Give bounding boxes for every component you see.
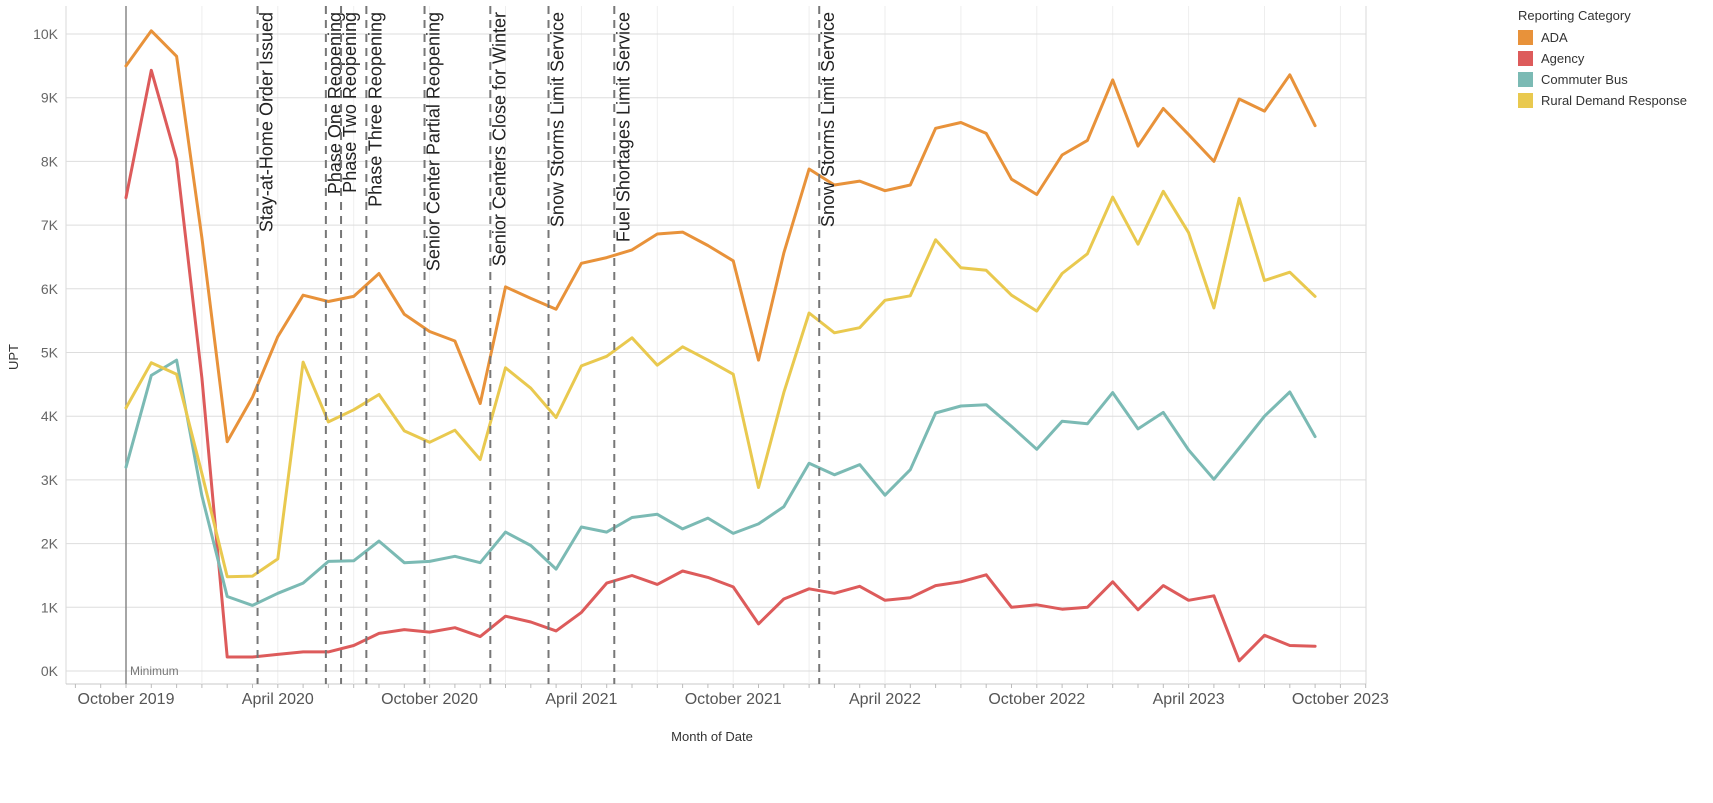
event-marker-label: Fuel Shortages Limit Service <box>613 12 633 242</box>
legend-swatch-rural-demand-response <box>1518 93 1533 108</box>
series-line-commuter-bus[interactable] <box>124 358 1317 607</box>
x-tick-label: April 2020 <box>242 691 314 708</box>
gridlines <box>65 6 1367 685</box>
y-tick-label: 8K <box>41 153 59 169</box>
event-marker-label: Phase Two Reopening <box>340 12 360 193</box>
x-tick-label: April 2022 <box>849 691 921 708</box>
x-tick-label: April 2023 <box>1153 691 1225 708</box>
legend-title: Reporting Category <box>1518 8 1631 23</box>
event-marker-label: Senior Centers Close for Winter <box>489 12 509 266</box>
event-marker-label: Senior Center Partial Reopening <box>424 12 444 271</box>
legend-label-agency: Agency <box>1541 51 1585 66</box>
x-axis: October 2019 April 2020 October 2020 April … <box>74 684 1389 708</box>
event-marker-label: Phase Three Reopening <box>365 12 385 207</box>
x-tick-label: October 2019 <box>78 691 175 708</box>
minimum-label: Minimum <box>130 664 179 678</box>
event-marker-label: Snow Storms Limit Service <box>548 12 568 227</box>
y-tick-label: 6K <box>41 281 59 297</box>
series-line-rural-demand-response[interactable] <box>124 189 1317 579</box>
event-marker-label: Phase One Reopening <box>325 12 345 194</box>
legend: Reporting Category ADA Agency Commuter B… <box>1518 8 1708 111</box>
legend-label-rural-demand-response: Rural Demand Response <box>1541 93 1687 108</box>
y-tick-label: 4K <box>41 408 59 424</box>
reference-line-layer: Minimum <box>125 6 179 684</box>
series-layer <box>124 29 1317 663</box>
legend-label-ada: ADA <box>1541 30 1568 45</box>
y-tick-label: 0K <box>41 663 59 679</box>
y-axis: 0K 1K 2K 3K 4K 5K 6K 7K 8K 9K 10K <box>33 26 59 679</box>
y-tick-label: 1K <box>41 599 59 615</box>
legend-item-ada[interactable]: ADA <box>1518 27 1708 48</box>
annotation-layer: Stay-at-Home Order Issued Phase One Reope… <box>256 6 838 684</box>
legend-item-agency[interactable]: Agency <box>1518 48 1708 69</box>
legend-label-commuter-bus: Commuter Bus <box>1541 72 1628 87</box>
legend-item-commuter-bus[interactable]: Commuter Bus <box>1518 69 1708 90</box>
y-tick-label: 2K <box>41 536 59 552</box>
series-line-agency[interactable] <box>124 68 1317 663</box>
y-tick-label: 5K <box>41 345 59 361</box>
line-chart: 0K 1K 2K 3K 4K 5K 6K 7K 8K 9K 10K October 2019 Apri… <box>6 6 1389 744</box>
legend-item-rural-demand-response[interactable]: Rural Demand Response <box>1518 90 1708 111</box>
y-tick-label: 10K <box>33 26 59 42</box>
x-axis-title: Month of Date <box>671 729 753 744</box>
y-tick-label: 7K <box>41 217 59 233</box>
y-tick-label: 9K <box>41 90 59 106</box>
x-tick-label: October 2021 <box>685 691 782 708</box>
event-marker-label: Stay-at-Home Order Issued <box>257 12 277 232</box>
y-tick-label: 3K <box>41 472 59 488</box>
legend-swatch-agency <box>1518 51 1533 66</box>
x-tick-label: October 2020 <box>381 691 478 708</box>
legend-swatch-commuter-bus <box>1518 72 1533 87</box>
x-tick-label: October 2022 <box>988 691 1085 708</box>
event-marker-label: Snow Storms Limit Service <box>818 12 838 227</box>
x-tick-label: October 2023 <box>1292 691 1389 708</box>
y-axis-title: UPT <box>6 344 21 370</box>
x-tick-label: April 2021 <box>545 691 617 708</box>
legend-swatch-ada <box>1518 30 1533 45</box>
series-line-ada[interactable] <box>124 29 1317 444</box>
